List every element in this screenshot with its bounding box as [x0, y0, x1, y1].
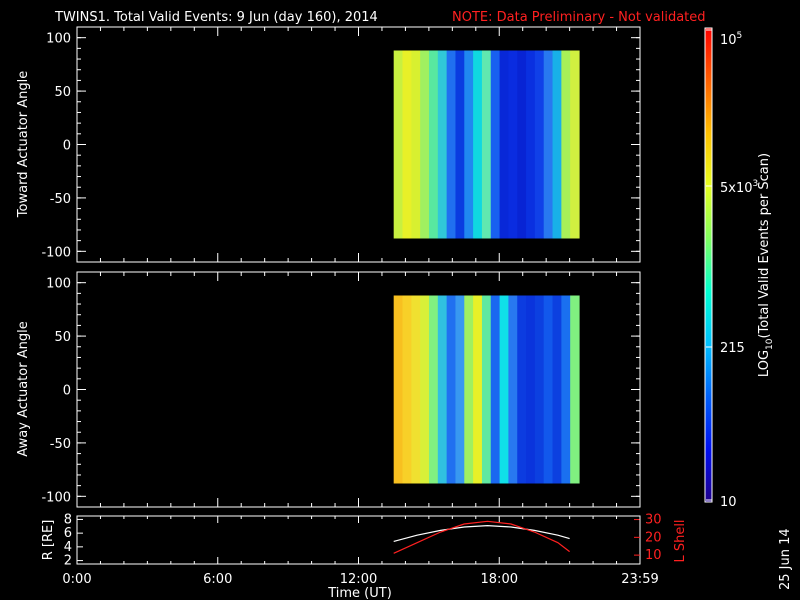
y-tick-label: 50 [54, 85, 71, 100]
heatmap-column [490, 50, 501, 239]
heatmap-column [420, 295, 430, 484]
heatmap-column [552, 50, 562, 239]
heatmap-column [543, 50, 554, 239]
colorbar-label: LOG10(Total Valid Events per Scan) [757, 153, 775, 377]
y-tick-label: 0 [63, 139, 71, 154]
heatmap-column [402, 295, 412, 484]
y2-tick-label: 20 [645, 530, 662, 545]
panel-frame-ephemeris [76, 515, 641, 565]
heatmap-column [481, 50, 492, 239]
y-tick-label: 6 [64, 526, 72, 541]
heatmap-column [481, 295, 492, 484]
x-tick-label: 6:00 [203, 572, 232, 587]
colorbar-tick-label-top: 105 [720, 31, 742, 48]
y-tick-label: -100 [41, 245, 71, 260]
heatmap-column [552, 295, 562, 484]
y-tick-label: 100 [46, 277, 71, 292]
y-tick-label: 2 [64, 554, 72, 569]
colorbar: 105 5x103 215 10 LOG10(Total Valid Event… [704, 27, 775, 510]
ephemeris-lines [393, 520, 570, 554]
r-series-line [393, 524, 570, 542]
heatmap-column [570, 295, 580, 484]
heatmap-column [490, 295, 501, 484]
heatmap-column [570, 50, 580, 239]
heatmap-column [393, 50, 404, 239]
heatmap-column [411, 295, 421, 484]
heatmap-column [526, 295, 536, 484]
x-tick-labels: 0:00 6:00 12:00 18:00 23:59 [62, 572, 658, 587]
heatmap-column [402, 50, 412, 239]
colorbar-gradient [705, 28, 712, 502]
heatmap-column [393, 295, 404, 484]
lshell-series-line [393, 520, 570, 554]
y2-ticks-ephemeris: 30 20 10 [634, 513, 662, 563]
heatmap-column [508, 50, 518, 239]
heatmap-column [446, 295, 457, 484]
heatmap-column [420, 50, 430, 239]
heatmap-away [393, 295, 580, 484]
y2-tick-label: 10 [645, 548, 662, 563]
footer-date: 25 Jun 14 [778, 528, 793, 590]
x-ticks-ephemeris [76, 516, 641, 564]
heatmap-column [464, 50, 474, 239]
y-axis-label-ephemeris: R [RE] [41, 520, 56, 561]
colorbar-tick-label-mid: 5x103 [720, 179, 758, 196]
y-tick-label: 8 [64, 512, 72, 527]
heatmap-column [526, 50, 536, 239]
heatmap-column [561, 295, 571, 484]
heatmap-column [517, 50, 527, 239]
heatmap-toward [393, 50, 580, 239]
colorbar-tick-label-low: 215 [720, 341, 745, 356]
heatmap-column [499, 295, 510, 484]
panel-toward: 100 50 0 -50 -100 Toward Actuator Angle [16, 26, 641, 263]
chart-title: TWINS1. Total Valid Events: 9 Jun (day 1… [54, 10, 378, 25]
y-ticks-away: 100 50 0 -50 -100 [41, 277, 640, 505]
heatmap-column [517, 295, 527, 484]
heatmap-column [411, 50, 421, 239]
heatmap-column [534, 295, 545, 484]
colorbar-frame [704, 27, 713, 503]
chart-note: NOTE: Data Preliminary - Not validated [452, 10, 706, 25]
y-axis-label-toward: Toward Actuator Angle [16, 71, 31, 218]
y-tick-label: 100 [46, 32, 71, 47]
y2-axis-label-ephemeris: L Shell [673, 519, 688, 562]
heatmap-column [473, 295, 483, 484]
y-axis-label-away: Away Actuator Angle [16, 321, 31, 456]
y2-tick-label: 30 [645, 513, 662, 528]
heatmap-column [499, 50, 510, 239]
heatmap-column [534, 50, 545, 239]
x-tick-label: 23:59 [621, 572, 658, 587]
heatmap-column [428, 50, 439, 239]
y-tick-label: -50 [50, 437, 71, 452]
heatmap-column [464, 295, 474, 484]
x-ticks-toward [76, 27, 641, 262]
heatmap-column [455, 295, 465, 484]
panel-away: 100 50 0 -50 -100 Away Actuator Angle [16, 271, 641, 508]
heatmap-column [437, 50, 448, 239]
x-axis-label: Time (UT) [327, 586, 392, 600]
heatmap-column [543, 295, 554, 484]
y-tick-label: 4 [64, 540, 72, 555]
y-tick-label: 0 [63, 384, 71, 399]
y-tick-label: 50 [54, 330, 71, 345]
y-tick-label: -100 [41, 490, 71, 505]
heatmap-column [508, 295, 518, 484]
heatmap-column [428, 295, 439, 484]
heatmap-column [446, 50, 457, 239]
x-tick-label: 18:00 [481, 572, 518, 587]
heatmap-column [455, 50, 465, 239]
x-tick-label: 0:00 [62, 572, 91, 587]
colorbar-tick-label-bottom: 10 [720, 495, 737, 510]
heatmap-column [561, 50, 571, 239]
x-ticks-away [76, 272, 641, 507]
x-tick-label: 12:00 [340, 572, 377, 587]
heatmap-column [437, 295, 448, 484]
y-tick-label: -50 [50, 192, 71, 207]
y-ticks-toward: 100 50 0 -50 -100 [41, 32, 640, 260]
heatmap-column [473, 50, 483, 239]
